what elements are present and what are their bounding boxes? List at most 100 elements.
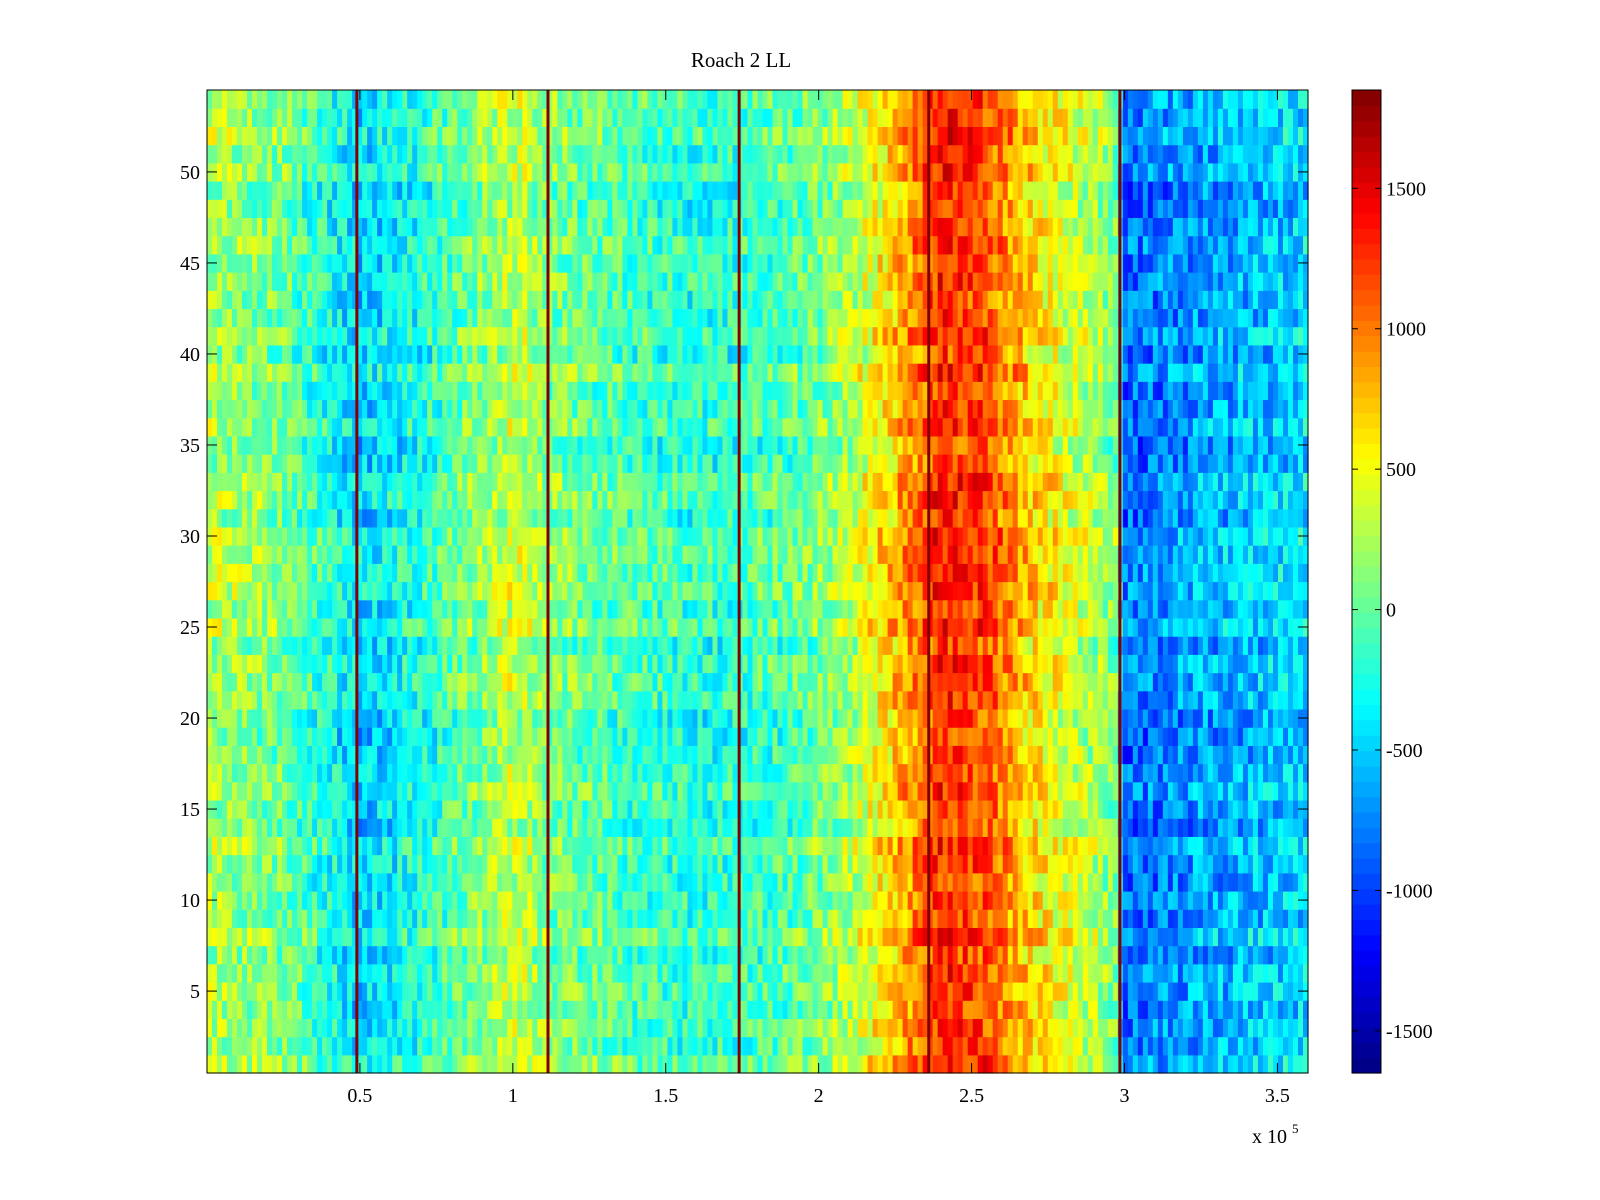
heatmap-cell	[977, 745, 984, 765]
heatmap-cell	[1252, 854, 1259, 874]
heatmap-cell	[327, 1000, 333, 1019]
heatmap-cell	[1152, 672, 1159, 692]
heatmap-cell	[607, 672, 613, 692]
heatmap-cell	[492, 654, 498, 674]
heatmap-cell	[417, 890, 423, 910]
heatmap-cell	[262, 854, 268, 874]
heatmap-cell	[917, 927, 924, 947]
heatmap-cell	[317, 1000, 323, 1019]
heatmap-cell	[1172, 763, 1179, 783]
heatmap-cell	[642, 727, 648, 746]
heatmap-cell	[732, 890, 739, 910]
heatmap-cell	[842, 745, 849, 765]
heatmap-cell	[1072, 708, 1079, 728]
heatmap-cell	[297, 708, 303, 728]
heatmap-cell	[1292, 672, 1299, 692]
heatmap-cell	[1202, 854, 1209, 874]
heatmap-cell	[492, 781, 498, 801]
heatmap-cell	[257, 854, 263, 874]
heatmap-cell	[1137, 909, 1144, 928]
heatmap-cell	[962, 763, 969, 783]
heatmap-cell	[267, 927, 273, 947]
heatmap-cell	[1303, 818, 1309, 837]
heatmap-cell	[217, 927, 223, 947]
heatmap-cell	[932, 708, 939, 728]
heatmap-cell	[692, 1018, 699, 1038]
heatmap-cell	[327, 672, 333, 692]
heatmap-cell	[762, 927, 769, 947]
heatmap-cell	[1107, 854, 1114, 874]
heatmap-cell	[967, 1018, 974, 1038]
heatmap-cell	[597, 1000, 603, 1019]
heatmap-cell	[1277, 781, 1284, 801]
heatmap-cell	[1197, 872, 1204, 892]
heatmap-cell	[982, 781, 989, 801]
heatmap-cell	[1062, 818, 1069, 837]
heatmap-cell	[242, 781, 248, 801]
heatmap-cell	[612, 981, 618, 1001]
heatmap-cell	[1147, 927, 1154, 947]
heatmap-cell	[472, 690, 478, 710]
heatmap-cell	[302, 963, 308, 983]
heatmap-cell	[507, 799, 513, 819]
heatmap-cell	[677, 1000, 684, 1019]
heatmap-cell	[992, 1018, 999, 1038]
heatmap-cell	[432, 799, 438, 819]
heatmap-cell	[1252, 836, 1259, 856]
heatmap-cell	[662, 1018, 669, 1038]
heatmap-cell	[1057, 836, 1064, 856]
heatmap-cell	[237, 981, 243, 1001]
heatmap-cell	[687, 981, 694, 1001]
heatmap-cell	[1027, 945, 1034, 965]
heatmap-cell	[302, 909, 308, 928]
heatmap-cell	[217, 1000, 223, 1019]
heatmap-cell	[437, 836, 443, 856]
heatmap-cell	[787, 872, 794, 892]
heatmap-cell	[1102, 1000, 1109, 1019]
heatmap-cell	[1092, 872, 1099, 892]
heatmap-cell	[912, 799, 919, 819]
heatmap-cell	[327, 1054, 333, 1074]
heatmap-cell	[1192, 945, 1199, 965]
heatmap-cell	[812, 981, 819, 1001]
heatmap-cell	[1212, 836, 1219, 856]
heatmap-cell	[1252, 927, 1259, 947]
heatmap-cell	[1032, 1000, 1039, 1019]
heatmap-cell	[1262, 945, 1269, 965]
heatmap-cell	[1012, 818, 1019, 837]
heatmap-cell	[1132, 872, 1139, 892]
heatmap-cell	[807, 909, 814, 928]
heatmap-cell	[807, 945, 814, 965]
heatmap-cell	[607, 763, 613, 783]
heatmap-cell	[392, 872, 398, 892]
heatmap-cell	[1207, 690, 1214, 710]
heatmap-cell	[772, 981, 779, 1001]
heatmap-cell	[997, 927, 1004, 947]
heatmap-cell	[777, 690, 784, 710]
heatmap-cell	[802, 672, 809, 692]
heatmap-cell	[732, 909, 739, 928]
heatmap-cell	[282, 890, 288, 910]
heatmap-cell	[412, 945, 418, 965]
heatmap-cell	[992, 727, 999, 746]
heatmap-cell	[697, 654, 704, 674]
heatmap-cell	[887, 872, 894, 892]
heatmap-cell	[872, 690, 879, 710]
heatmap-cell	[1147, 890, 1154, 910]
heatmap-cell	[1047, 963, 1054, 983]
heatmap-cell	[217, 727, 223, 746]
heatmap-cell	[307, 1000, 313, 1019]
heatmap-cell	[1212, 745, 1219, 765]
heatmap-cell	[287, 727, 293, 746]
heatmap-cell	[1007, 1018, 1014, 1038]
heatmap-cell	[337, 981, 343, 1001]
heatmap-cell	[387, 1018, 393, 1038]
heatmap-cell	[277, 745, 283, 765]
heatmap-cell	[692, 854, 699, 874]
heatmap-cell	[492, 945, 498, 965]
heatmap-cell	[687, 708, 694, 728]
heatmap-cell	[417, 1018, 423, 1038]
heatmap-cell	[352, 927, 358, 947]
heatmap-cell	[922, 672, 929, 692]
heatmap-cell	[477, 799, 483, 819]
